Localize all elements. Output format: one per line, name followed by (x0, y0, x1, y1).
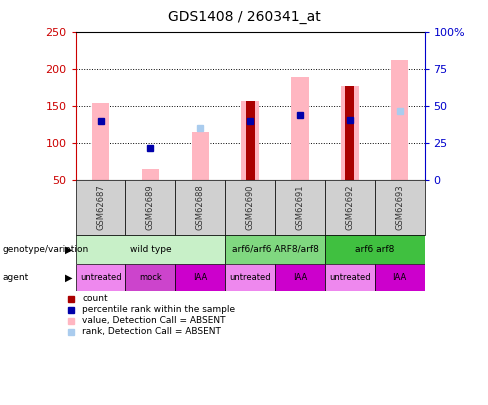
Text: untreated: untreated (80, 273, 122, 282)
Bar (76, 180, 125, 235)
Bar (375, 264, 425, 291)
Text: GSM62690: GSM62690 (245, 185, 255, 230)
Text: arf6/arf6 ARF8/arf8: arf6/arf6 ARF8/arf8 (232, 245, 319, 254)
Bar (225, 235, 325, 264)
Bar (76, 264, 125, 291)
Text: IAA: IAA (293, 273, 307, 282)
Text: genotype/variation: genotype/variation (2, 245, 89, 254)
Bar (242, 101, 259, 180)
Text: GSM62692: GSM62692 (346, 185, 354, 230)
Text: GSM62693: GSM62693 (395, 185, 404, 230)
Bar (341, 85, 359, 180)
Bar (142, 169, 159, 180)
Bar (391, 60, 408, 180)
Bar (225, 180, 275, 235)
Text: untreated: untreated (329, 273, 370, 282)
Text: arf6 arf8: arf6 arf8 (355, 245, 394, 254)
Text: value, Detection Call = ABSENT: value, Detection Call = ABSENT (82, 316, 225, 325)
Bar (191, 132, 209, 180)
Bar (92, 102, 109, 180)
Bar (275, 264, 325, 291)
Text: GSM62688: GSM62688 (196, 185, 205, 230)
Text: GDS1408 / 260341_at: GDS1408 / 260341_at (167, 10, 321, 24)
Text: rank, Detection Call = ABSENT: rank, Detection Call = ABSENT (82, 328, 221, 337)
Text: count: count (82, 294, 108, 303)
Text: wild type: wild type (130, 245, 171, 254)
Bar (175, 264, 225, 291)
Text: ▶: ▶ (65, 245, 72, 254)
Bar (125, 264, 175, 291)
Bar (245, 101, 255, 180)
Bar (346, 85, 354, 180)
Text: GSM62687: GSM62687 (96, 185, 105, 230)
Text: agent: agent (2, 273, 29, 282)
Bar (325, 264, 375, 291)
Bar (76, 235, 225, 264)
Bar (225, 264, 275, 291)
Text: ▶: ▶ (65, 273, 72, 283)
Text: GSM62689: GSM62689 (146, 185, 155, 230)
Text: IAA: IAA (193, 273, 207, 282)
Bar (125, 180, 175, 235)
Bar (325, 180, 375, 235)
Bar (375, 180, 425, 235)
Bar (291, 77, 309, 180)
Text: untreated: untreated (229, 273, 271, 282)
Bar (325, 235, 425, 264)
Bar (275, 180, 325, 235)
Text: IAA: IAA (392, 273, 407, 282)
Text: GSM62691: GSM62691 (295, 185, 305, 230)
Text: mock: mock (139, 273, 162, 282)
Bar (175, 180, 225, 235)
Text: percentile rank within the sample: percentile rank within the sample (82, 305, 235, 314)
